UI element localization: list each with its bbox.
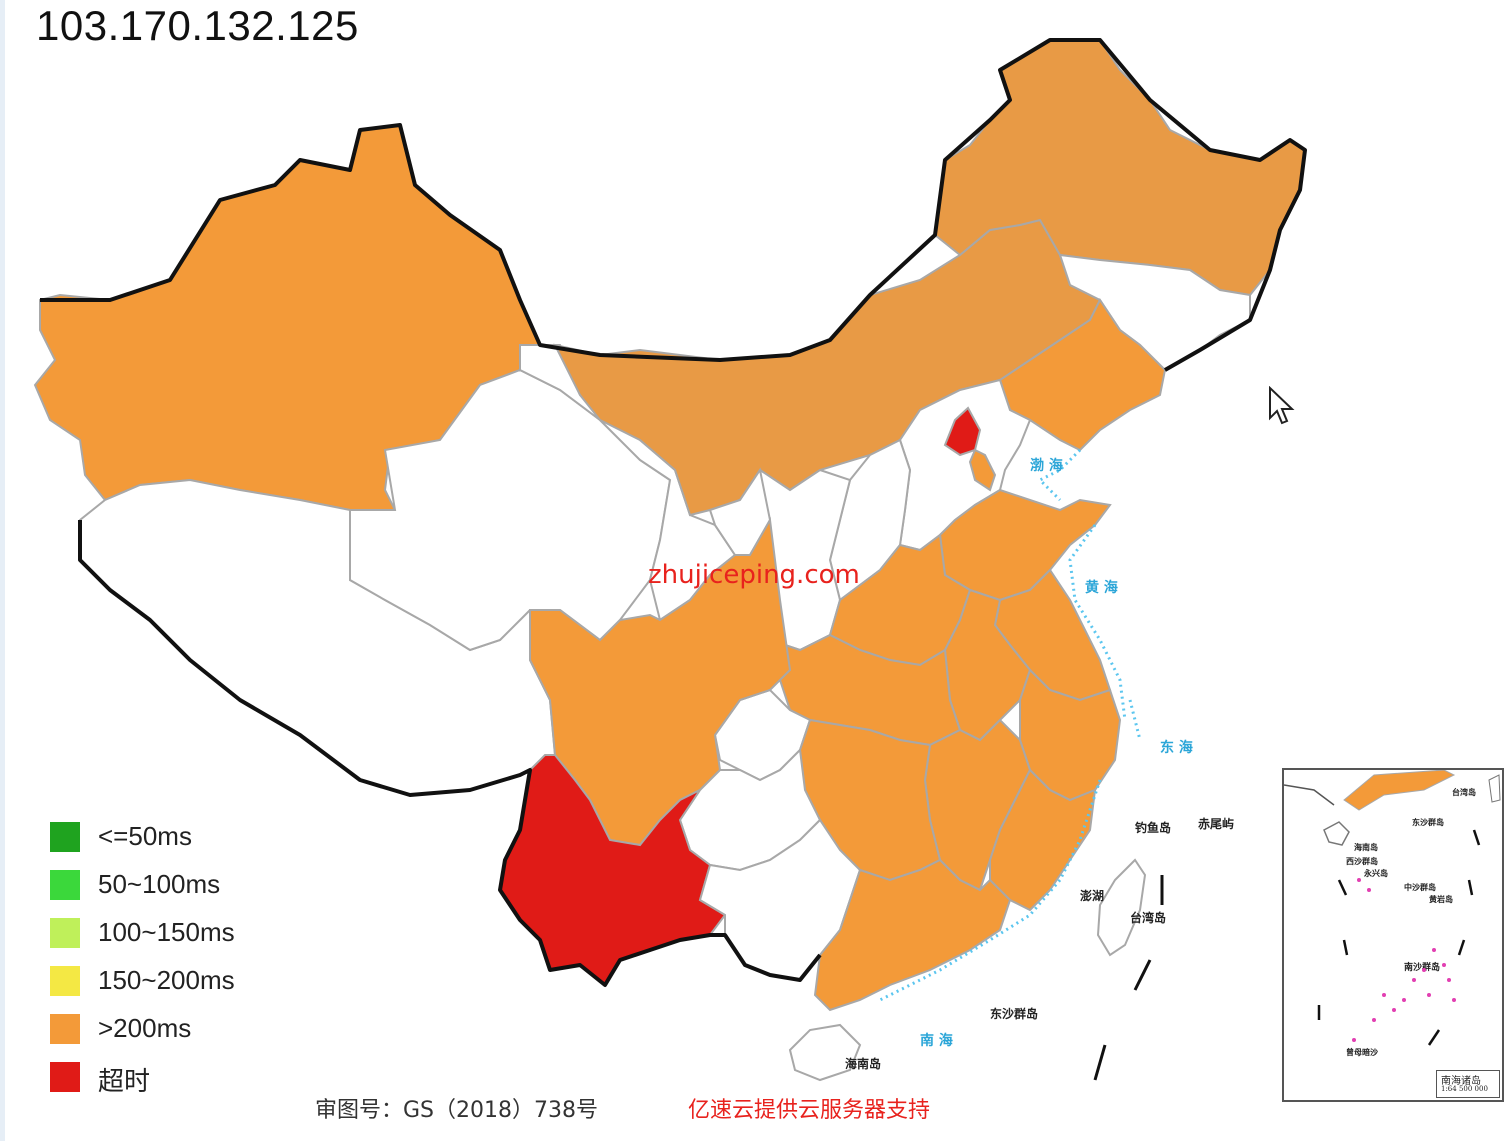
inset-coast [1284,784,1335,806]
inset-caption: 南海诸岛 1:64 500 000 [1436,1070,1500,1098]
inset-label-hainan: 海南岛 [1354,842,1378,852]
legend-item: 超时 [50,1060,310,1096]
mouse-cursor-icon [1269,386,1295,425]
ip-address-title: 103.170.132.125 [36,2,359,49]
province-taiwan [1096,858,1147,957]
legend-swatch [50,870,80,900]
legend-item: <=50ms [50,820,310,854]
inset-label-xisha: 西沙群岛 [1346,856,1378,866]
inset-guangdong [1343,770,1456,811]
island-label-diaoyu: 钓鱼岛 [1135,820,1171,835]
inset-map: 台湾岛 东沙群岛 海南岛 西沙群岛 永兴岛 中沙群岛 黄岩岛 南沙群岛 曾母暗沙 [1284,770,1501,1057]
island-label-chiwei: 赤尾屿 [1198,816,1234,831]
legend-swatch [50,966,80,996]
island-label-dongsha: 东沙群岛 [990,1006,1038,1021]
province-liaoning [998,298,1167,452]
sea-label-nanhai: 南 海 [920,1032,953,1049]
sea-label-donghai: 东 海 [1160,739,1193,756]
inset-title: 南海诸岛 [1441,1076,1481,1087]
inset-label-nansha: 南沙群岛 [1404,961,1440,973]
island-label-taiwan: 台湾岛 [1130,910,1166,925]
legend-label: 100~150ms [98,917,235,947]
legend-label: 150~200ms [98,965,235,995]
legend-item: 150~200ms [50,964,310,998]
inset-scale: 1:64 500 000 [1441,1085,1488,1093]
inset-label-yongxing: 永兴岛 [1363,868,1388,878]
legend-label: 超时 [98,1066,151,1096]
southwest-border [78,520,822,987]
inset-label-zengmu: 曾母暗沙 [1346,1047,1378,1057]
inset-nine-dash-line [1317,829,1481,1046]
legend-item: 100~150ms [50,916,310,950]
legend-swatch [50,1062,80,1092]
inset-label-huangyan: 黄岩岛 [1429,894,1453,904]
province-tianjin [968,448,997,492]
national-border [40,38,1307,372]
island-label-penghu: 澎湖 [1080,888,1104,903]
map-approval-number: 审图号：GS（2018）738号 [315,1098,598,1123]
watermark: zhujiceping.com [648,560,860,590]
legend-item: 50~100ms [50,868,310,902]
maritime-line [1133,959,1152,991]
maritime-line [1093,1044,1107,1081]
sea-label-bohai: 渤 海 [1030,457,1063,474]
legend-swatch [50,918,80,948]
legend-swatch [50,1014,80,1044]
sea-label-huanghai: 黄 海 [1085,579,1118,596]
legend-label: >200ms [98,1013,192,1043]
legend-swatch [50,822,80,852]
inset-islands [1352,878,1456,1042]
legend-label: <=50ms [98,821,192,851]
sponsor-text: 亿速云提供云服务器支持 [688,1098,931,1123]
inset-label-taiwan: 台湾岛 [1452,787,1476,797]
south-china-sea-inset: 台湾岛 东沙群岛 海南岛 西沙群岛 永兴岛 中沙群岛 黄岩岛 南沙群岛 曾母暗沙… [1282,768,1504,1102]
province-beijing [943,406,982,457]
inset-label-zhongsha: 中沙群岛 [1404,882,1436,892]
province-hainan [788,1023,862,1082]
legend-label: 50~100ms [98,869,221,899]
inset-label-dongsha: 东沙群岛 [1412,817,1444,827]
left-edge-strip [0,0,5,1141]
inset-hainan [1323,821,1350,846]
legend-item: >200ms [50,1012,310,1046]
island-label-hainan: 海南岛 [845,1056,881,1071]
inset-taiwan [1488,774,1501,803]
